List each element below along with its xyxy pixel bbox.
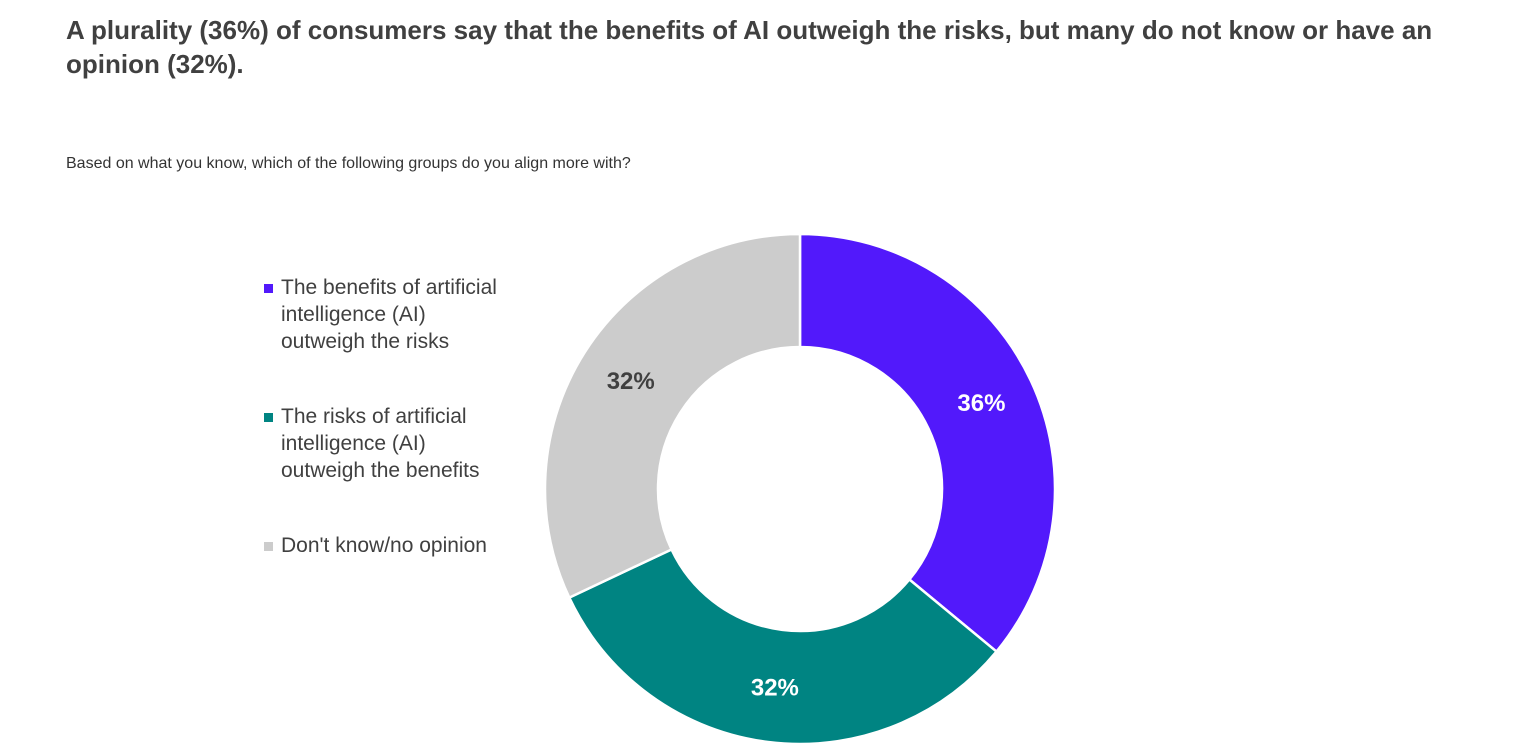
legend-item-benefits: The benefits of artificial intelligence … bbox=[264, 274, 511, 355]
slice-label-benefits: 36% bbox=[957, 390, 1005, 417]
legend-swatch-dont-know bbox=[264, 542, 273, 551]
slice-label-risks: 32% bbox=[751, 674, 799, 701]
legend-swatch-benefits bbox=[264, 284, 273, 293]
chart-title: A plurality (36%) of consumers say that … bbox=[66, 15, 1433, 79]
slice-label-dont-know: 32% bbox=[607, 368, 655, 395]
chart-subtitle: Based on what you know, which of the fol… bbox=[66, 155, 631, 172]
legend-item-dont-know: Don't know/no opinion bbox=[264, 532, 511, 559]
legend-label-dont-know: Don't know/no opinion bbox=[281, 534, 487, 557]
legend-item-risks: The risks of artificial intelligence (AI… bbox=[264, 403, 511, 484]
slice-dont-know bbox=[543, 232, 802, 600]
legend-label-benefits: The benefits of artificial intelligence … bbox=[281, 276, 497, 353]
legend-swatch-risks bbox=[264, 413, 273, 422]
slice-risks bbox=[567, 547, 999, 746]
slice-benefits bbox=[798, 232, 1057, 654]
legend-label-risks: The risks of artificial intelligence (AI… bbox=[281, 405, 480, 482]
